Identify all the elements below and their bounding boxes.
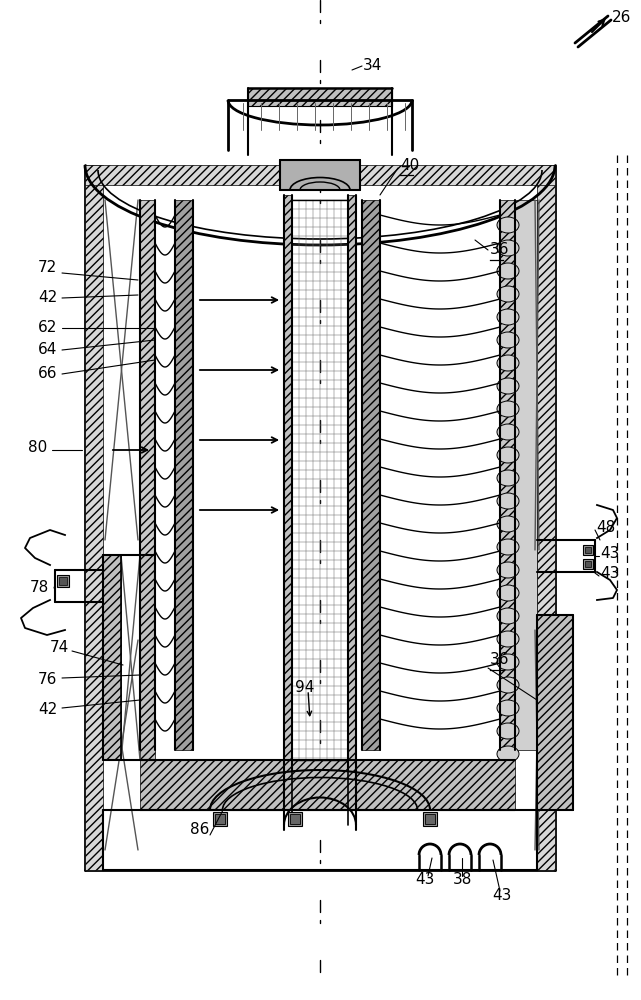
Ellipse shape <box>497 378 519 394</box>
Text: 80: 80 <box>28 440 47 456</box>
Bar <box>248 88 392 106</box>
Ellipse shape <box>497 493 519 509</box>
Text: 38: 38 <box>453 872 472 888</box>
Text: 76: 76 <box>38 672 58 688</box>
Bar <box>515 200 537 750</box>
Bar <box>280 160 360 190</box>
Text: 26: 26 <box>612 9 631 24</box>
Text: 36: 36 <box>490 652 510 668</box>
Ellipse shape <box>497 700 519 716</box>
Text: 43: 43 <box>415 872 435 888</box>
Bar <box>537 165 555 870</box>
Bar <box>103 555 121 760</box>
Ellipse shape <box>497 309 519 325</box>
Bar <box>175 200 193 750</box>
Text: 42: 42 <box>38 702 57 718</box>
Bar <box>85 165 103 870</box>
Bar <box>85 165 555 185</box>
Bar <box>284 195 292 770</box>
Text: 43: 43 <box>600 546 619 560</box>
Bar <box>500 200 515 750</box>
Ellipse shape <box>497 240 519 256</box>
Ellipse shape <box>497 401 519 417</box>
Ellipse shape <box>497 263 519 279</box>
Text: 72: 72 <box>38 260 57 275</box>
Bar <box>537 615 573 810</box>
Text: 42: 42 <box>38 290 57 306</box>
Text: 94: 94 <box>295 680 314 696</box>
Bar <box>140 200 155 750</box>
Bar <box>213 812 227 826</box>
Ellipse shape <box>497 608 519 624</box>
Ellipse shape <box>497 470 519 486</box>
Ellipse shape <box>497 631 519 647</box>
Ellipse shape <box>497 424 519 440</box>
Ellipse shape <box>497 516 519 532</box>
Bar <box>57 575 69 587</box>
Ellipse shape <box>497 723 519 739</box>
Text: 43: 43 <box>492 888 512 902</box>
Text: 74: 74 <box>50 641 69 656</box>
Bar <box>348 195 356 770</box>
Text: 62: 62 <box>38 320 58 336</box>
Text: 36: 36 <box>490 242 510 257</box>
Ellipse shape <box>497 585 519 601</box>
Text: 64: 64 <box>38 342 58 358</box>
Bar <box>362 200 380 750</box>
Ellipse shape <box>497 539 519 555</box>
Ellipse shape <box>497 217 519 233</box>
Ellipse shape <box>497 286 519 302</box>
Ellipse shape <box>497 654 519 670</box>
Bar <box>425 814 435 824</box>
Bar <box>585 561 591 567</box>
Bar <box>583 545 593 555</box>
Ellipse shape <box>497 562 519 578</box>
Ellipse shape <box>497 746 519 762</box>
Bar <box>215 814 225 824</box>
Bar <box>290 814 300 824</box>
Bar <box>140 760 515 810</box>
Text: 86: 86 <box>190 822 210 838</box>
Text: 78: 78 <box>30 580 49 595</box>
Ellipse shape <box>497 677 519 693</box>
Ellipse shape <box>497 355 519 371</box>
Ellipse shape <box>497 332 519 348</box>
Bar <box>140 555 155 760</box>
Bar <box>585 547 591 553</box>
Text: 34: 34 <box>363 58 383 74</box>
Text: 43: 43 <box>600 566 619 580</box>
Text: 40: 40 <box>400 157 419 172</box>
Text: 66: 66 <box>38 366 58 381</box>
Text: 48: 48 <box>596 520 615 536</box>
Bar <box>583 559 593 569</box>
Bar <box>288 812 302 826</box>
Bar <box>59 577 67 585</box>
Bar <box>423 812 437 826</box>
Ellipse shape <box>497 447 519 463</box>
